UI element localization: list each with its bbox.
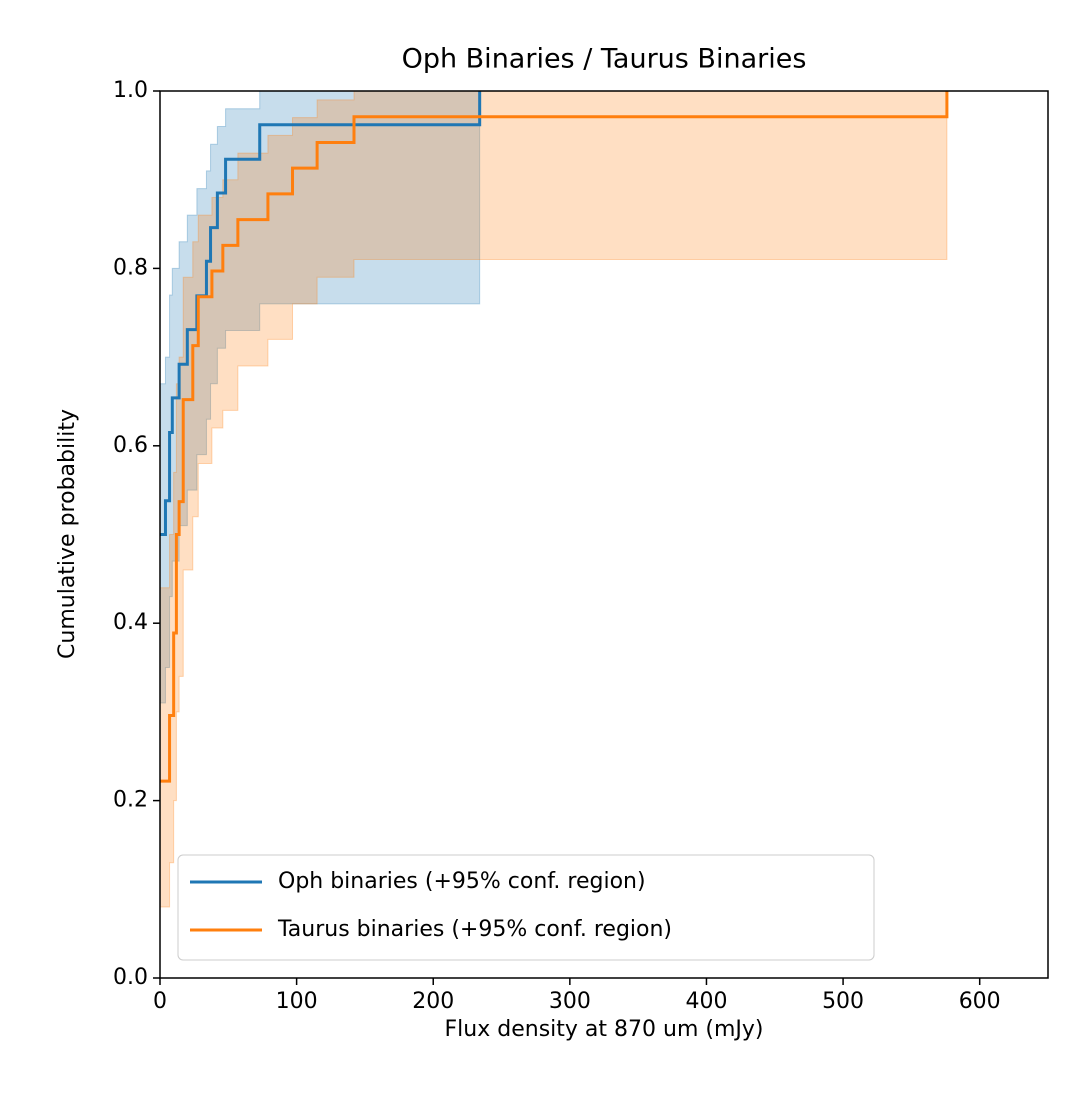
y-tick-label: 0.6: [113, 433, 148, 458]
step-line: [160, 91, 949, 783]
x-tick-label: 600: [959, 989, 1001, 1014]
legend-label: Oph binaries (+95% conf. region): [278, 869, 646, 894]
x-tick-label: 500: [822, 989, 864, 1014]
legend-box: [177, 854, 875, 961]
legend-label: Taurus binaries (+95% conf. region): [277, 917, 672, 942]
confidence-band: [159, 90, 481, 704]
y-tick-label: 0.2: [113, 788, 148, 813]
y-tick-label: 1.0: [113, 78, 148, 103]
x-tick-label: 200: [412, 989, 454, 1014]
chart-title: Oph Binaries / Taurus Binaries: [402, 44, 807, 75]
x-tick-label: 100: [276, 989, 318, 1014]
x-tick-label: 0: [153, 989, 167, 1014]
x-axis-label: Flux density at 870 um (mJy): [445, 1017, 764, 1042]
y-axis-label: Cumulative probability: [55, 409, 80, 659]
x-tick-label: 400: [685, 989, 727, 1014]
plot-frame: [159, 90, 1049, 979]
y-tick-label: 0.8: [113, 255, 148, 280]
y-tick-label: 0.4: [113, 610, 148, 635]
y-tick-label: 0.0: [113, 965, 148, 990]
confidence-band: [159, 90, 948, 908]
x-tick-label: 300: [549, 989, 591, 1014]
